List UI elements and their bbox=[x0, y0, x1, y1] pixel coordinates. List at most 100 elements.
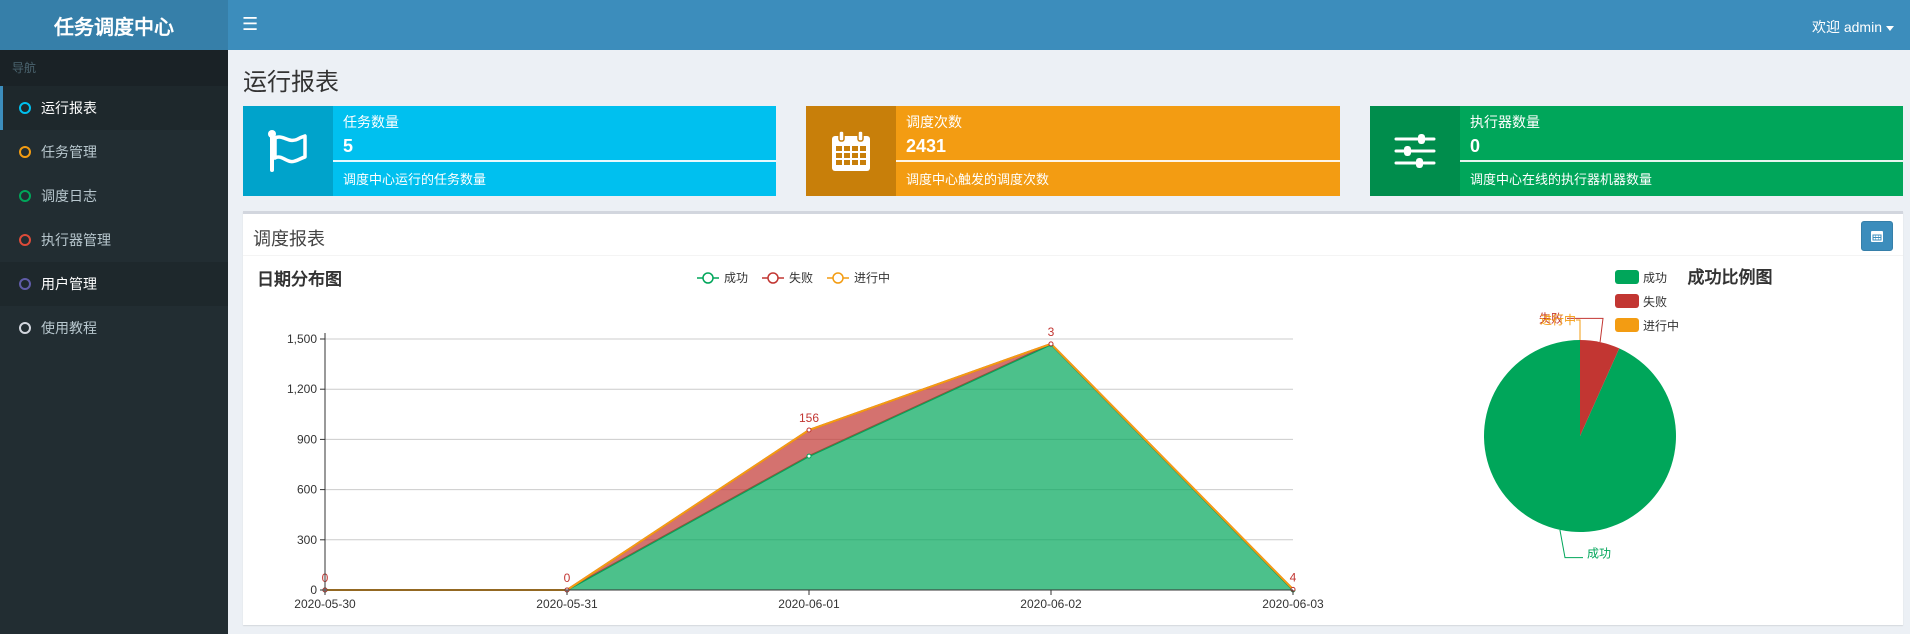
pie-chart-title: 成功比例图 bbox=[1688, 267, 1773, 287]
data-point[interactable] bbox=[1048, 341, 1054, 347]
legend-swatch[interactable] bbox=[1615, 294, 1639, 308]
pie-slice[interactable] bbox=[1580, 340, 1620, 436]
stat-label: 执行器数量 bbox=[1470, 114, 1540, 130]
data-label: 3 bbox=[1048, 325, 1055, 339]
stat-description: 调度中心在线的执行器机器数量 bbox=[1470, 172, 1653, 187]
legend-label[interactable]: 失败 bbox=[1643, 294, 1667, 309]
legend-label[interactable]: 失败 bbox=[789, 270, 813, 285]
legend-marker[interactable] bbox=[702, 272, 714, 284]
report-box-header: 调度报表 bbox=[243, 214, 1903, 256]
stat-progress-bar bbox=[1460, 160, 1903, 162]
pie-label: 失败 bbox=[1539, 310, 1563, 325]
app-logo[interactable]: 任务调度中心 bbox=[0, 0, 228, 50]
line-chart-axes: 0 300 600 900 1,200 1,500 2020-05-30 2020-05-31… bbox=[287, 332, 1324, 611]
data-point[interactable] bbox=[806, 427, 812, 433]
stat-box-executor-count: 执行器数量 0 调度中心在线的执行器机器数量 bbox=[1370, 106, 1903, 196]
sidebar-item-job-log[interactable]: 调度日志 bbox=[0, 174, 228, 218]
legend-swatch[interactable] bbox=[1615, 270, 1639, 284]
calendar-icon bbox=[832, 130, 870, 171]
stat-label: 任务数量 bbox=[343, 114, 399, 130]
sidebar-item-run-report[interactable]: 运行报表 bbox=[0, 86, 228, 130]
line-chart-series bbox=[322, 341, 1296, 593]
report-title: 调度报表 bbox=[253, 229, 325, 249]
label-line bbox=[1559, 529, 1583, 559]
legend-marker[interactable] bbox=[832, 272, 844, 284]
data-label: 4 bbox=[1290, 570, 1297, 584]
stat-value: 0 bbox=[1470, 136, 1481, 156]
sidebar: 导航 运行报表 任务管理 调度日志 执行器管理 用户管理 使用教程 bbox=[0, 50, 228, 634]
pie-label: 成功 bbox=[1587, 547, 1611, 561]
circle-icon bbox=[19, 190, 31, 202]
stat-icon-wrap bbox=[806, 106, 896, 196]
sidebar-item-label: 运行报表 bbox=[41, 100, 97, 116]
stat-value: 5 bbox=[343, 136, 354, 156]
date-range-button[interactable] bbox=[1861, 221, 1893, 251]
data-label: 0 bbox=[564, 571, 571, 585]
date-distribution-chart: 日期分布图 成功 失败 进行中 0 0 156 3 4 0 300 600 900 1,200 1,5… bbox=[257, 269, 1324, 611]
circle-icon bbox=[19, 278, 31, 290]
caret-down-icon bbox=[1886, 25, 1894, 31]
sidebar-item-label: 使用教程 bbox=[41, 320, 97, 336]
stat-box-job-count: 任务数量 5 调度中心运行的任务数量 bbox=[243, 106, 776, 196]
stat-description: 调度中心运行的任务数量 bbox=[343, 172, 487, 187]
line-chart-legend: 成功 失败 进行中 bbox=[697, 270, 890, 285]
pie-chart-slices bbox=[1484, 340, 1676, 532]
sidebar-item-label: 用户管理 bbox=[41, 276, 97, 292]
stat-value: 2431 bbox=[906, 136, 947, 156]
legend-marker[interactable] bbox=[767, 272, 779, 284]
stat-progress-bar bbox=[896, 160, 1340, 162]
circle-icon bbox=[19, 322, 31, 334]
line-chart-title: 日期分布图 bbox=[257, 269, 342, 289]
sidebar-item-label: 执行器管理 bbox=[41, 232, 111, 248]
stat-label: 调度次数 bbox=[906, 114, 962, 130]
stat-icon-wrap bbox=[243, 106, 333, 196]
label-line bbox=[1576, 319, 1581, 340]
page-title: 运行报表 bbox=[243, 69, 339, 96]
y-tick-label: 1,200 bbox=[287, 382, 317, 396]
stat-content: 任务数量 5 调度中心运行的任务数量 bbox=[333, 106, 776, 196]
stat-progress-bar bbox=[333, 160, 776, 162]
y-tick-label: 900 bbox=[297, 432, 317, 446]
sidebar-item-label: 调度日志 bbox=[41, 188, 97, 204]
data-label: 156 bbox=[799, 411, 819, 425]
top-navbar: ☰ 欢迎 admin bbox=[228, 0, 1910, 50]
stat-content: 调度次数 2431 调度中心触发的调度次数 bbox=[896, 106, 1340, 196]
circle-icon bbox=[19, 146, 31, 158]
sliders-icon bbox=[1394, 134, 1436, 168]
stat-box-trigger-count: 调度次数 2431 调度中心触发的调度次数 bbox=[806, 106, 1340, 196]
x-tick-label: 2020-06-02 bbox=[1020, 597, 1082, 611]
sidebar-item-job-manage[interactable]: 任务管理 bbox=[0, 130, 228, 174]
stat-description: 调度中心触发的调度次数 bbox=[906, 172, 1050, 187]
x-tick-label: 2020-05-31 bbox=[536, 597, 598, 611]
data-point[interactable] bbox=[806, 453, 812, 459]
stat-icon-wrap bbox=[1370, 106, 1460, 196]
nav-header: 导航 bbox=[0, 50, 228, 86]
legend-label[interactable]: 进行中 bbox=[1643, 318, 1679, 333]
series-area-0 bbox=[325, 344, 1293, 590]
legend-label[interactable]: 进行中 bbox=[854, 270, 890, 285]
legend-swatch[interactable] bbox=[1615, 318, 1639, 332]
x-tick-label: 2020-05-30 bbox=[294, 597, 356, 611]
label-line bbox=[1567, 317, 1604, 343]
y-tick-label: 0 bbox=[310, 583, 317, 597]
pie-label: 进行中 bbox=[1540, 312, 1576, 327]
x-tick-label: 2020-06-01 bbox=[778, 597, 840, 611]
sidebar-item-tutorial[interactable]: 使用教程 bbox=[0, 306, 228, 350]
legend-label[interactable]: 成功 bbox=[1643, 271, 1667, 285]
sidebar-item-executor-manage[interactable]: 执行器管理 bbox=[0, 218, 228, 262]
sidebar-item-user-manage[interactable]: 用户管理 bbox=[0, 262, 228, 306]
flag-icon bbox=[268, 130, 307, 172]
sidebar-item-label: 任务管理 bbox=[41, 144, 97, 160]
circle-icon bbox=[19, 234, 31, 246]
user-menu[interactable]: 欢迎 admin bbox=[1812, 17, 1894, 37]
welcome-text: 欢迎 admin bbox=[1811, 19, 1882, 35]
calendar-icon bbox=[1871, 231, 1883, 242]
y-tick-label: 1,500 bbox=[287, 332, 317, 346]
menu-toggle-icon[interactable]: ☰ bbox=[242, 14, 259, 34]
x-tick-label: 2020-06-03 bbox=[1262, 597, 1324, 611]
legend-label[interactable]: 成功 bbox=[724, 271, 748, 285]
